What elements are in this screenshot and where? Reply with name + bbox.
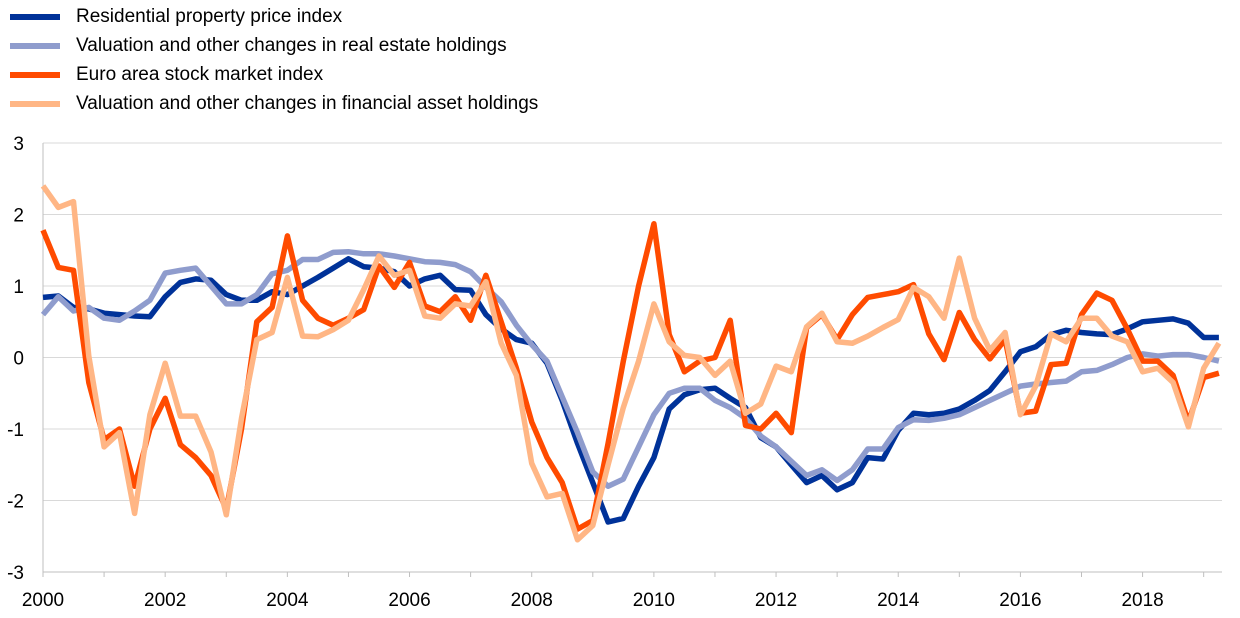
y-tick-label: 3 (13, 134, 24, 155)
series-line-2 (40, 248, 1220, 489)
legend-item-financial-asset-holdings: Valuation and other changes in financial… (10, 89, 538, 118)
x-tick-label: 2004 (266, 590, 309, 611)
series-line-1 (42, 256, 1219, 525)
y-tick-label: 0 (13, 349, 24, 370)
x-tick-label: 2008 (511, 590, 553, 611)
legend-label-stock-market: Euro area stock market index (76, 63, 324, 85)
x-tick-label: 2002 (144, 590, 186, 611)
legend-swatch-residential-property (10, 13, 60, 20)
x-tick-label: 2016 (999, 590, 1041, 611)
x-tick-label: 2014 (877, 590, 920, 611)
legend-label-financial-asset-holdings: Valuation and other changes in financial… (76, 92, 539, 114)
chart-legend: Residential property price index Valuati… (10, 2, 538, 118)
legend-swatch-real-estate-holdings (10, 42, 60, 49)
series-line-4 (40, 184, 1222, 543)
series-lines (40, 184, 1222, 543)
legend-label-real-estate-holdings: Valuation and other changes in real esta… (76, 34, 507, 56)
legend-swatch-financial-asset-holdings (10, 100, 60, 107)
legend-item-residential-property: Residential property price index (10, 2, 538, 31)
axes (42, 143, 1222, 577)
y-tick-labels: 3 2 1 0 -1 -2 -3 (7, 134, 24, 584)
legend-item-real-estate-holdings: Valuation and other changes in real esta… (10, 31, 538, 60)
y-tick-label: -2 (7, 492, 24, 513)
x-tick-label: 2018 (1121, 590, 1163, 611)
x-tick-label: 2012 (755, 590, 797, 611)
legend-label-residential-property: Residential property price index (76, 5, 343, 27)
y-tick-label: 2 (13, 206, 24, 227)
x-tick-label: 2010 (633, 590, 675, 611)
legend-swatch-stock-market (10, 71, 60, 78)
y-tick-label: 1 (13, 277, 24, 298)
y-tick-label: -1 (7, 420, 24, 441)
x-tick-labels: 2000 2002 2004 2006 2008 2010 2012 2014 2016 2018 (22, 590, 1164, 611)
legend-item-stock-market: Euro area stock market index (10, 60, 538, 89)
y-tick-label: -3 (7, 563, 24, 584)
x-tick-label: 2000 (22, 590, 64, 611)
x-tick-label: 2006 (388, 590, 430, 611)
